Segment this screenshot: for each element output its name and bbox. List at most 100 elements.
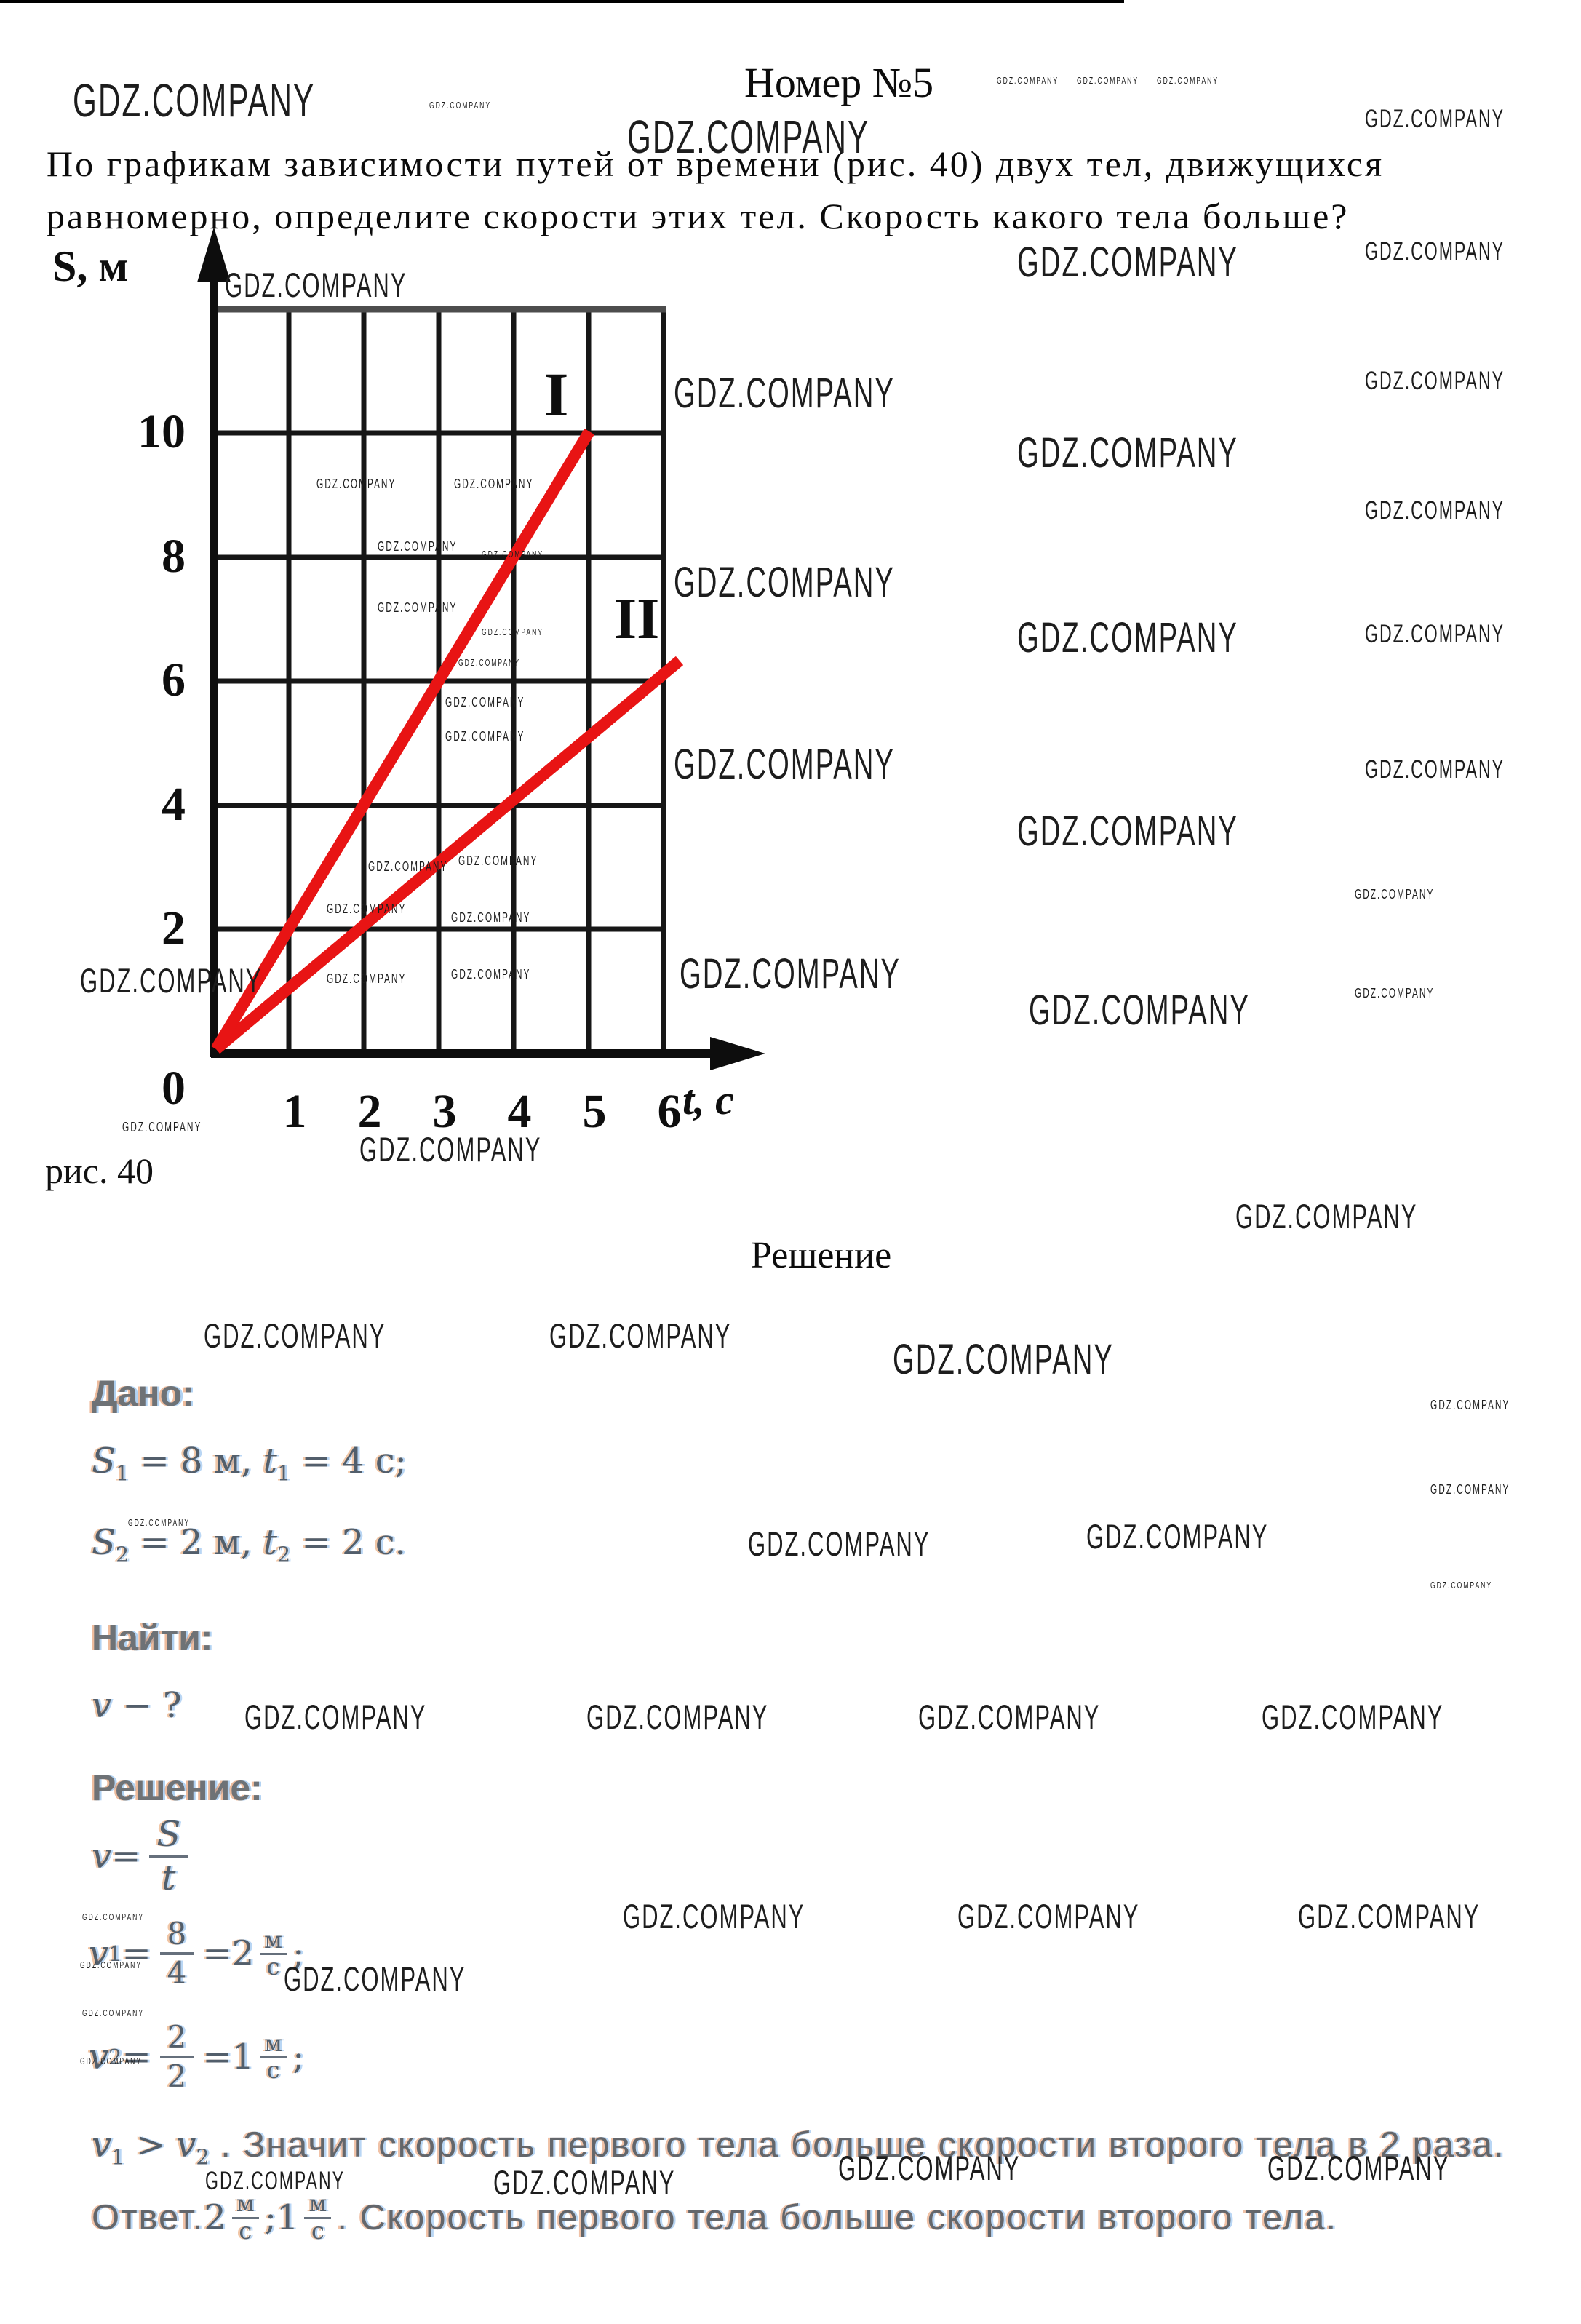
watermark: GDZ.COMPANY — [205, 2167, 346, 2195]
y-tick-8: 8 — [162, 530, 186, 583]
watermark: GDZ.COMPANY — [327, 971, 407, 986]
figure-caption: рис. 40 — [45, 1150, 154, 1191]
watermark: GDZ.COMPANY — [1430, 1398, 1510, 1412]
watermark: GDZ.COMPANY — [204, 1316, 386, 1355]
given-line-2: S2 = 2 м, t2 = 2 с. — [92, 1522, 406, 1567]
watermark: GDZ.COMPANY — [225, 266, 407, 304]
watermark: GDZ.COMPANY — [244, 1698, 427, 1736]
unit-m: м — [231, 2191, 259, 2219]
calc-v1-eq: = — [122, 1933, 151, 1975]
given-2-value2: = 2 с. — [290, 1522, 406, 1563]
watermark: GDZ.COMPANY — [1355, 887, 1435, 902]
x-axis — [211, 1037, 765, 1070]
find-expression: v − ? — [92, 1685, 182, 1726]
calc-v2-num: 2 — [159, 2021, 194, 2059]
watermark: GDZ.COMPANY — [454, 477, 534, 491]
x-tick-2: 2 — [357, 1085, 382, 1138]
find-question: − ? — [111, 1685, 182, 1726]
concl-va-sub: 1 — [111, 2144, 125, 2170]
watermark: GDZ.COMPANY — [1086, 1517, 1269, 1556]
watermark: GDZ.COMPANY — [674, 559, 895, 606]
unit-m: м — [260, 2031, 287, 2059]
given-label: Дано: — [92, 1373, 194, 1414]
problem-text-line2: равномерно, определите скорости этих тел… — [47, 196, 1350, 236]
watermark: GDZ.COMPANY — [1017, 239, 1238, 286]
calc-v2-var: v — [89, 2037, 109, 2078]
calc-v1-eq2: = — [202, 1933, 232, 1975]
watermark: GDZ.COMPANY — [80, 961, 263, 1000]
var-t1: t — [263, 1441, 277, 1481]
var-s1-sub: 1 — [115, 1460, 130, 1486]
watermark: GDZ.COMPANY — [674, 370, 895, 417]
watermark: GDZ.COMPANY — [445, 695, 525, 709]
calc-v1-var: v — [89, 1933, 109, 1975]
watermark: GDZ.COMPANY — [128, 1517, 191, 1528]
concl-gt: > — [124, 2125, 177, 2165]
watermark: GDZ.COMPANY — [586, 1698, 769, 1736]
x-tick-6: 6 — [657, 1085, 682, 1138]
watermark: GDZ.COMPANY — [1298, 1897, 1481, 1935]
conclusion-text: . Значит скорость первого тела больше ск… — [209, 2125, 1505, 2165]
watermark: GDZ.COMPANY — [918, 1698, 1101, 1736]
answer-label: Ответ. — [92, 2197, 204, 2237]
x-axis-arrow-icon — [710, 1037, 765, 1070]
watermark: GDZ.COMPANY — [1365, 367, 1505, 395]
y-tick-0: 0 — [162, 1062, 186, 1115]
watermark: GDZ.COMPANY — [1017, 429, 1238, 477]
watermark: GDZ.COMPANY — [1077, 75, 1139, 86]
var-s2: S — [92, 1522, 116, 1563]
watermark: GDZ.COMPANY — [1029, 987, 1250, 1034]
conclusion-math: v1 > v2 — [92, 2125, 210, 2170]
watermark: GDZ.COMPANY — [1262, 1698, 1444, 1736]
given-line-1: S1 = 8 м, t1 = 4 с; — [92, 1441, 407, 1486]
watermark: GDZ.COMPANY — [623, 1897, 805, 1935]
watermark: GDZ.COMPANY — [482, 626, 544, 637]
watermark: GDZ.COMPANY — [458, 853, 538, 868]
calc-v2-eq2: = — [202, 2037, 232, 2078]
watermark: GDZ.COMPANY — [482, 549, 544, 560]
answer-separator: ; — [264, 2197, 276, 2238]
watermark: GDZ.COMPANY — [451, 910, 531, 925]
calc-v1-sub: 1 — [108, 1941, 122, 1967]
watermark: GDZ.COMPANY — [1157, 75, 1219, 86]
x-axis-label: t, c — [682, 1076, 734, 1123]
watermark: GDZ.COMPANY — [1365, 755, 1505, 784]
y-tick-2: 2 — [162, 902, 186, 955]
unit-s: с — [266, 1953, 280, 1981]
watermark: GDZ.COMPANY — [122, 1120, 202, 1134]
watermark: GDZ.COMPANY — [1365, 496, 1505, 525]
conclusion-line: v1 > v2 . Значит скорость первого тела б… — [92, 2125, 1505, 2170]
var-s2-sub: 2 — [115, 1542, 130, 1567]
watermark: GDZ.COMPANY — [359, 1130, 542, 1169]
unit-m: м — [304, 2191, 332, 2219]
watermark: GDZ.COMPANY — [957, 1897, 1140, 1935]
watermark: GDZ.COMPANY — [80, 2056, 143, 2066]
watermark: GDZ.COMPANY — [82, 1911, 145, 1922]
solution-label: Решение: — [92, 1767, 263, 1808]
watermark: GDZ.COMPANY — [1430, 1482, 1510, 1497]
y-tick-4: 4 — [162, 778, 186, 831]
var-t1-sub: 1 — [276, 1460, 291, 1486]
watermark: GDZ.COMPANY — [82, 2007, 145, 2018]
unit-s: с — [311, 2216, 324, 2245]
y-axis-label: S, м — [52, 242, 129, 290]
x-tick-5: 5 — [582, 1085, 607, 1138]
fraction-numerator: S — [156, 1814, 181, 1855]
watermark: GDZ.COMPANY — [549, 1316, 732, 1355]
formula-lhs: v — [92, 1836, 112, 1877]
y-tick-10: 10 — [138, 405, 186, 458]
watermark: GDZ.COMPANY — [445, 729, 525, 744]
series-I-label: I — [544, 359, 569, 429]
